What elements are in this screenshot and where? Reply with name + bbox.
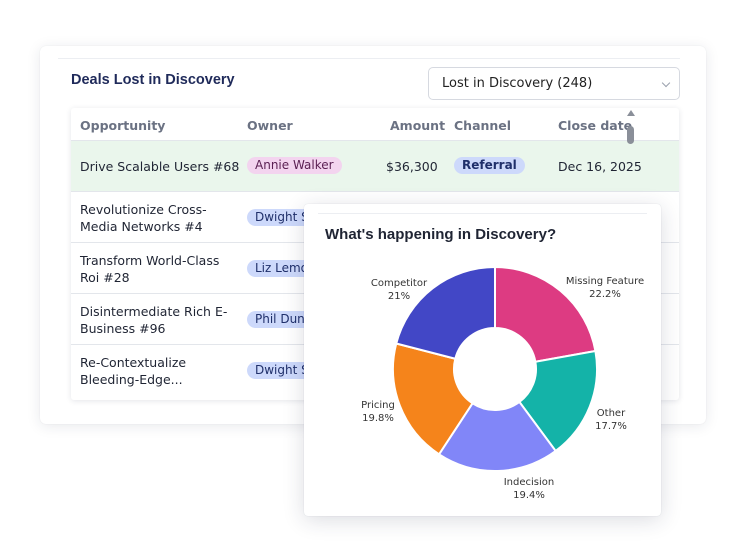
discovery-chart-card: What's happening in Discovery? Missing F…	[304, 204, 661, 516]
chart-title: What's happening in Discovery?	[325, 226, 557, 243]
donut-slice-competitor[interactable]	[395, 265, 496, 360]
scroll-thumb[interactable]	[627, 126, 634, 144]
column-header-channel[interactable]: Channel	[454, 118, 512, 133]
donut-slice-pricing[interactable]	[392, 342, 474, 456]
opportunity-line: Revolutionize Cross-	[80, 202, 207, 217]
slice-value-label: 21%	[388, 291, 410, 302]
stage-filter-value: Lost in Discovery (248)	[442, 76, 593, 91]
divider	[58, 58, 680, 59]
amount-cell: $36,300	[386, 159, 438, 174]
table-row[interactable]: Drive Scalable Users #68 Annie Walker $3…	[71, 141, 679, 192]
column-header-close-date[interactable]: Close date	[558, 118, 633, 133]
opportunity-line: Bleeding-Edge...	[80, 372, 183, 387]
owner-badge: Liz Lemo	[247, 260, 317, 277]
slice-value-label: 22.2%	[589, 289, 621, 300]
opportunity-line: Re-Contextualize	[80, 355, 187, 370]
opportunity-cell[interactable]: Disintermediate Rich E- Business #96	[80, 303, 227, 337]
opportunity-line: Business #96	[80, 321, 166, 336]
table-header: Opportunity Owner Amount Channel Close d…	[71, 108, 679, 141]
donut-slice-other[interactable]	[517, 349, 598, 453]
column-header-amount[interactable]: Amount	[390, 118, 446, 133]
owner-badge: Dwight S	[247, 362, 317, 379]
slice-value-label: 17.7%	[595, 421, 627, 432]
owner-badge: Dwight S	[247, 209, 317, 226]
slice-label: Competitor	[371, 278, 428, 289]
column-header-owner[interactable]: Owner	[247, 118, 293, 133]
owner-badge: Phil Dun	[247, 311, 313, 328]
opportunity-cell[interactable]: Transform World-Class Roi #28	[80, 252, 219, 286]
chevron-down-icon	[661, 78, 671, 88]
donut-chart: Missing Feature 22.2% Other 17.7% Indecision…	[361, 265, 644, 501]
table-row[interactable]: Re-Contextualize Bleeding-Edge... Dwight…	[71, 345, 679, 400]
donut-slice-missing-feature[interactable]	[494, 265, 597, 363]
stage-filter-select[interactable]: Lost in Discovery (248)	[428, 67, 680, 100]
slice-label: Other	[597, 408, 626, 419]
opportunity-line: Disintermediate Rich E-	[80, 304, 228, 319]
slice-value-label: 19.8%	[362, 413, 394, 424]
opportunity-cell[interactable]: Drive Scalable Users #68	[80, 159, 240, 174]
opportunity-cell[interactable]: Re-Contextualize Bleeding-Edge...	[80, 354, 186, 388]
opportunity-line: Roi #28	[80, 270, 130, 285]
opportunity-line: Media Networks #4	[80, 219, 203, 234]
channel-badge: Referral	[454, 157, 525, 174]
slice-label: Missing Feature	[566, 276, 644, 287]
opportunity-line: Transform World-Class	[80, 253, 220, 268]
divider	[318, 213, 647, 214]
owner-badge: Annie Walker	[247, 157, 342, 174]
slice-label: Indecision	[504, 477, 555, 488]
card-title: Deals Lost in Discovery	[71, 72, 235, 88]
opportunity-cell[interactable]: Revolutionize Cross- Media Networks #4	[80, 201, 207, 235]
column-header-opportunity[interactable]: Opportunity	[80, 118, 166, 133]
slice-value-label: 19.4%	[513, 490, 545, 501]
scroll-up-icon[interactable]	[627, 110, 635, 116]
close-date-cell: Dec 16, 2025	[558, 159, 642, 174]
slice-label: Pricing	[361, 400, 395, 411]
donut-slice-indecision[interactable]	[437, 400, 558, 472]
